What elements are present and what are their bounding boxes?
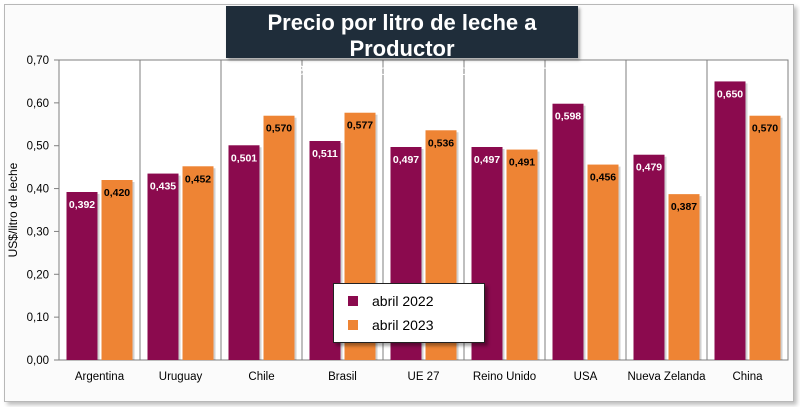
data-label-argentina-series-2: 0,420 xyxy=(104,187,130,199)
x-tick-label: Argentina xyxy=(75,371,125,383)
y-tick-label: 0,10 xyxy=(27,312,49,324)
y-tick-label: 0,60 xyxy=(27,98,49,110)
data-label-reino-unido-series-2: 0,491 xyxy=(509,157,535,169)
bar-nueva-zelanda-series-1 xyxy=(633,154,665,360)
data-label-usa-series-2: 0,456 xyxy=(590,172,616,184)
x-tick-label: UE 27 xyxy=(408,371,440,383)
bar-china-series-1 xyxy=(714,81,746,360)
data-label-china-series-1: 0,650 xyxy=(717,88,743,100)
y-tick-label: 0,00 xyxy=(27,355,49,367)
data-label-ue-27-series-2: 0,536 xyxy=(428,137,454,149)
data-label-chile-series-2: 0,570 xyxy=(266,123,292,135)
data-label-uruguay-series-2: 0,452 xyxy=(185,173,211,185)
legend-swatch-series-1 xyxy=(348,296,358,306)
legend-label-series-2: abril 2023 xyxy=(372,317,434,333)
legend-swatch-series-2 xyxy=(348,320,358,330)
bar-usa-series-2 xyxy=(587,164,619,360)
legend-item-series-2: abril 2023 xyxy=(348,316,434,334)
chart-subtitle: - Países/Bloques seleccionados, en dólar… xyxy=(242,63,562,78)
bar-chile-series-1 xyxy=(228,145,260,360)
y-tick-label: 0,50 xyxy=(27,141,49,153)
chart-title-box: Precio por litro de leche a Productor - … xyxy=(226,6,578,78)
x-tick-label: Uruguay xyxy=(159,371,203,383)
data-label-chile-series-1: 0,501 xyxy=(231,152,257,164)
bar-argentina-series-2 xyxy=(101,180,133,360)
bar-chile-series-2 xyxy=(263,115,295,360)
data-label-ue-27-series-1: 0,497 xyxy=(393,154,419,166)
bar-usa-series-1 xyxy=(552,103,584,360)
bar-uruguay-series-1 xyxy=(147,173,179,360)
data-label-brasil-series-2: 0,577 xyxy=(347,120,373,132)
bar-china-series-2 xyxy=(749,115,781,360)
bar-nueva-zelanda-series-2 xyxy=(668,194,700,360)
y-tick-label: 0,20 xyxy=(27,269,49,281)
data-label-usa-series-1: 0,598 xyxy=(555,111,581,123)
y-tick-label: 0,70 xyxy=(27,55,49,67)
x-tick-label: China xyxy=(732,371,763,383)
data-label-brasil-series-1: 0,511 xyxy=(312,148,338,160)
x-tick-label: Chile xyxy=(248,371,274,383)
y-axis-title: US$/litro de leche xyxy=(6,162,20,257)
data-label-nueva-zelanda-series-1: 0,479 xyxy=(636,162,662,174)
data-label-nueva-zelanda-series-2: 0,387 xyxy=(671,201,697,213)
x-tick-label: Nueva Zelanda xyxy=(628,371,707,383)
data-label-argentina-series-1: 0,392 xyxy=(69,199,95,211)
legend: abril 2022 abril 2023 xyxy=(333,283,485,343)
bar-uruguay-series-2 xyxy=(182,166,214,360)
bar-argentina-series-1 xyxy=(66,192,98,360)
x-tick-label: Brasil xyxy=(328,371,357,383)
bar-reino-unido-series-2 xyxy=(506,149,538,360)
x-tick-label: Reino Unido xyxy=(473,371,536,383)
legend-label-series-1: abril 2022 xyxy=(372,293,434,309)
data-label-china-series-2: 0,570 xyxy=(752,123,778,135)
legend-item-series-1: abril 2022 xyxy=(348,292,434,310)
data-label-reino-unido-series-1: 0,497 xyxy=(474,154,500,166)
chart-title: Precio por litro de leche a Productor xyxy=(267,10,537,61)
y-tick-label: 0,30 xyxy=(27,226,49,238)
data-label-uruguay-series-1: 0,435 xyxy=(150,181,176,193)
y-tick-label: 0,40 xyxy=(27,184,49,196)
x-tick-label: USA xyxy=(574,371,598,383)
